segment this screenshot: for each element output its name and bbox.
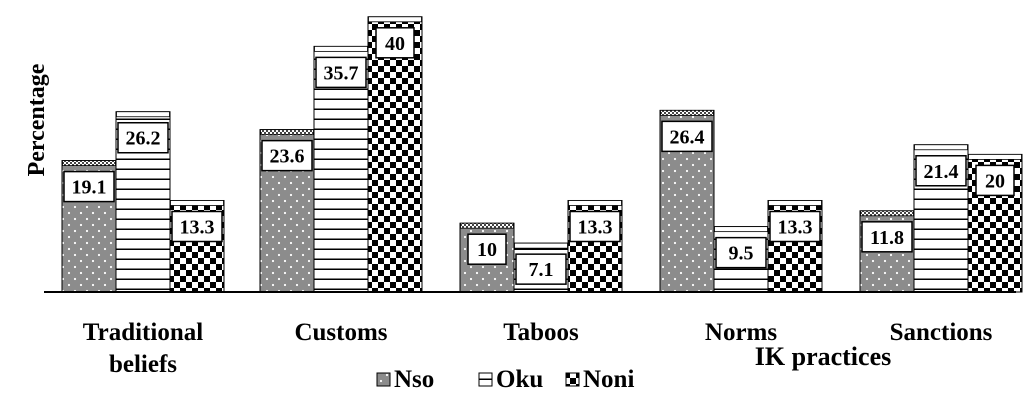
category-label-0-1: beliefs [109, 351, 177, 378]
data-label-nso-0: 19.1 [72, 177, 107, 199]
data-label-nso-2: 10 [477, 239, 497, 261]
data-label-nso-3: 26.4 [670, 126, 705, 148]
data-label-box-nso-2 [467, 233, 507, 265]
data-label-box-oku-3 [715, 236, 767, 269]
data-label-box-oku-2 [515, 253, 567, 285]
bar-cap-nso-2 [460, 222, 514, 229]
data-label-box-noni-3 [769, 210, 821, 243]
data-label-box-nso-3 [661, 120, 713, 153]
category-label-0-0: Traditional [83, 319, 203, 346]
data-label-nso-1: 23.6 [270, 146, 305, 168]
legend-swatch-noni [565, 372, 580, 387]
category-label-3-0: Norms [705, 319, 777, 346]
legend-label-noni: Noni [583, 366, 634, 393]
data-label-nso-4: 11.8 [870, 227, 904, 249]
data-label-box-oku-4 [915, 155, 967, 187]
data-label-box-oku-0 [117, 121, 169, 154]
category-label-2-0: Taboos [503, 319, 579, 346]
bar-cap-noni-0 [170, 200, 224, 206]
data-label-noni-3: 13.3 [778, 216, 813, 238]
x-axis-label: IK practices [755, 342, 891, 371]
data-label-box-nso-0 [63, 170, 115, 203]
bar-cap-oku-0 [116, 111, 170, 118]
bar-cap-noni-2 [568, 200, 622, 206]
data-label-noni-4: 20 [985, 170, 1005, 192]
data-label-box-noni-0 [171, 210, 223, 243]
data-label-box-oku-1 [315, 56, 367, 89]
legend-swatch-oku [478, 372, 493, 387]
data-labels-layer: 19.1 23.6 10 26.4 11.8 26.2 35.7 7.1 9.5 21.4 13.3… [63, 27, 1015, 285]
bar-cap-nso-0 [62, 160, 116, 166]
data-label-box-nso-1 [261, 139, 313, 172]
bar-cap-oku-2 [514, 242, 568, 249]
category-ticks-layer: Traditional beliefs Customs Taboos Norms Sanc… [83, 319, 993, 378]
bar-cap-noni-1 [368, 16, 422, 23]
data-label-noni-2: 13.3 [578, 216, 613, 238]
legend-background [370, 362, 688, 394]
data-label-oku-1: 35.7 [324, 62, 359, 84]
category-label-4-0: Sanctions [890, 319, 993, 346]
y-axis-label: Percentage [24, 63, 50, 176]
legend: Nso Oku Noni [370, 362, 688, 394]
legend-label-oku: Oku [496, 366, 543, 393]
category-label-1-0: Customs [294, 319, 387, 346]
bar-cap-noni-4 [968, 153, 1022, 160]
data-label-oku-2: 7.1 [529, 259, 554, 281]
legend-swatch-nso [376, 372, 391, 387]
data-label-box-nso-4 [861, 221, 913, 253]
bar-cap-nso-3 [660, 109, 714, 116]
data-label-box-noni-4 [975, 164, 1015, 197]
bar-cap-oku-3 [714, 226, 768, 233]
bar-cap-oku-1 [314, 45, 368, 52]
data-label-noni-1: 40 [385, 33, 405, 55]
bar-cap-nso-4 [860, 210, 914, 217]
data-label-oku-4: 21.4 [924, 161, 959, 183]
bar-cap-noni-3 [768, 200, 822, 206]
data-label-oku-0: 26.2 [126, 128, 161, 150]
bar-cap-oku-4 [914, 144, 968, 151]
data-label-box-noni-2 [569, 210, 621, 243]
data-label-oku-3: 9.5 [729, 243, 754, 265]
data-label-noni-0: 13.3 [180, 216, 215, 238]
data-label-box-noni-1 [375, 27, 415, 59]
bar-cap-nso-1 [260, 129, 314, 136]
legend-label-nso: Nso [394, 366, 434, 393]
